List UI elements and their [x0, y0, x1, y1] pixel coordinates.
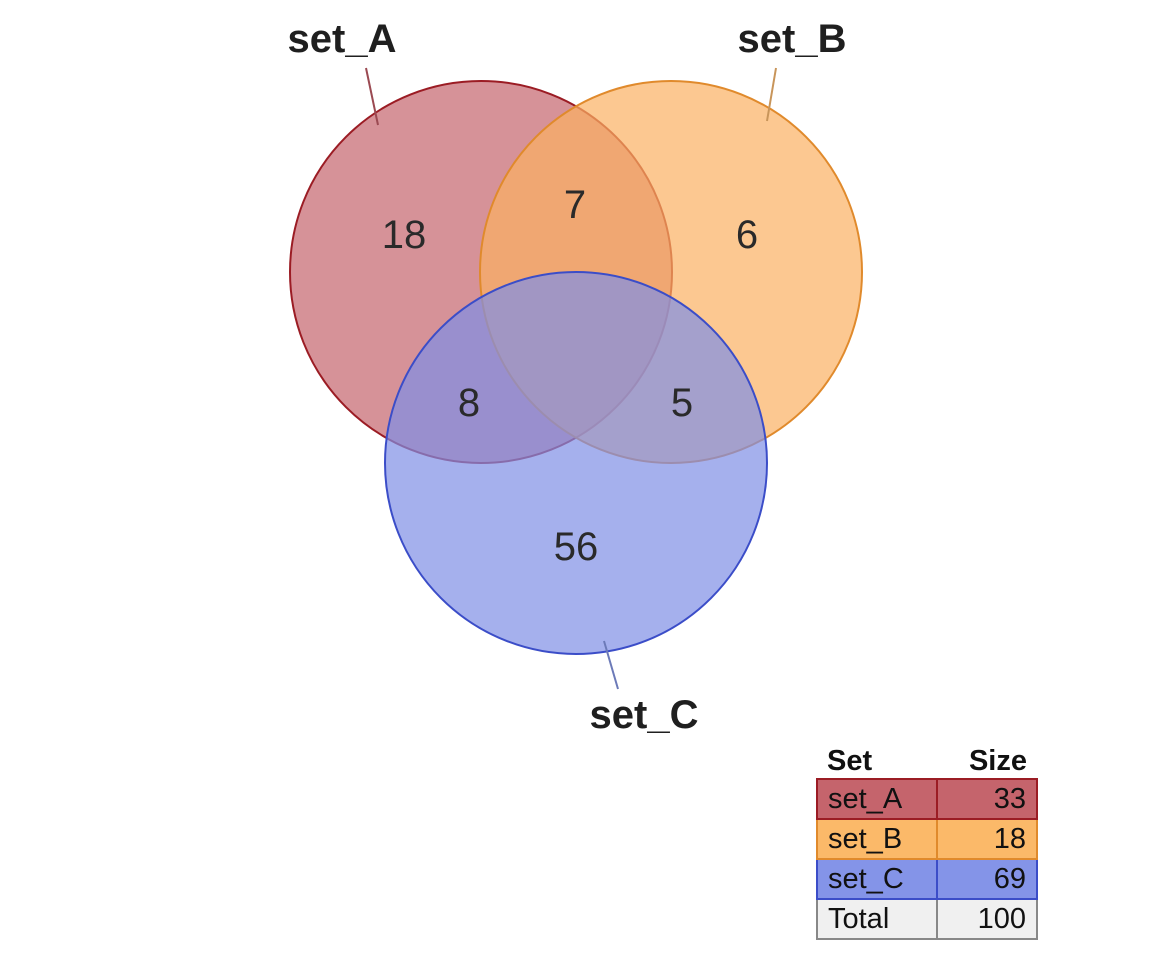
region-counts: 18 7 6 8 5 56	[382, 183, 758, 569]
region-bc-count: 5	[671, 381, 693, 425]
set-c-circle	[384, 271, 768, 655]
table-header-set: Set	[827, 745, 873, 777]
table-cell-set-name: set_C	[816, 858, 938, 900]
set-size-table: Set Size set_A 33 set_B 18 set_C 69 Tota…	[816, 740, 1038, 940]
set-b-label: set_B	[738, 17, 847, 61]
region-ab-count: 7	[564, 183, 586, 227]
region-a-only-count: 18	[382, 213, 427, 257]
region-b-only-count: 6	[736, 213, 758, 257]
set-a-leader-line	[365, 67, 379, 126]
region-ac-count: 8	[458, 381, 480, 425]
set-labels: set_A set_B set_C	[288, 17, 847, 737]
set-c-label: set_C	[590, 693, 699, 737]
table-header-row: Set Size	[817, 740, 1037, 779]
table-row: set_A 33	[816, 778, 1038, 820]
table-cell-total-size: 100	[936, 898, 1038, 940]
table-cell-set-name: set_B	[816, 818, 938, 860]
table-header-size: Size	[968, 745, 1027, 777]
table-cell-set-name: set_A	[816, 778, 938, 820]
region-c-only-count: 56	[554, 525, 599, 569]
table-cell-total-label: Total	[816, 898, 938, 940]
leader-lines	[365, 67, 777, 690]
set-a-label: set_A	[288, 17, 397, 61]
table-cell-set-size: 69	[936, 858, 1038, 900]
set-c-leader-line	[603, 640, 619, 690]
table-total-row: Total 100	[816, 898, 1038, 940]
table-cell-set-size: 18	[936, 818, 1038, 860]
set-b-leader-line	[766, 67, 777, 122]
table-cell-set-size: 33	[936, 778, 1038, 820]
table-row: set_B 18	[816, 818, 1038, 860]
circles-group	[289, 80, 863, 655]
table-row: set_C 69	[816, 858, 1038, 900]
